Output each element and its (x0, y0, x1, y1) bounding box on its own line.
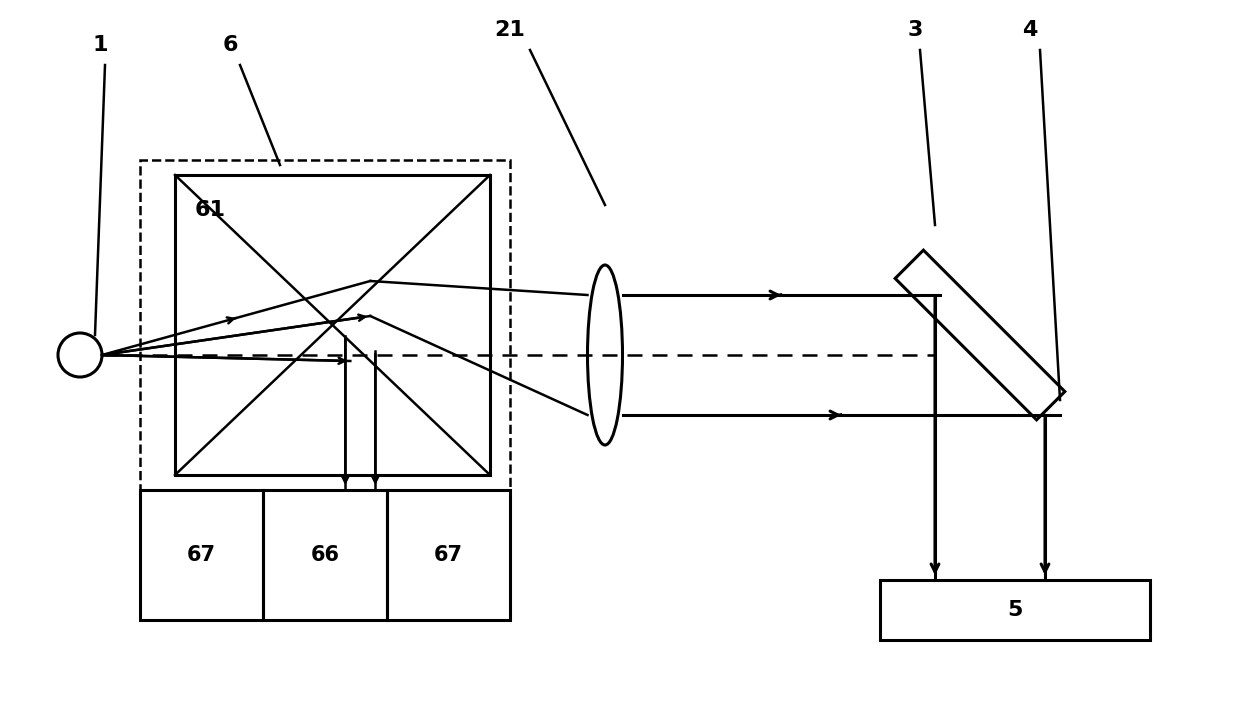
Text: 61: 61 (195, 200, 226, 220)
Bar (140, 160, 510, 620)
Bar (140, 490, 263, 620)
Bar (880, 580, 1149, 640)
Text: 1: 1 (92, 35, 108, 55)
Text: 5: 5 (1007, 600, 1023, 620)
Text: 67: 67 (187, 545, 216, 565)
Text: 67: 67 (434, 545, 463, 565)
Text: 66: 66 (310, 545, 340, 565)
Text: 21: 21 (495, 20, 526, 40)
Bar (263, 490, 387, 620)
Text: 3: 3 (908, 20, 923, 40)
Bar (387, 490, 510, 620)
Text: 4: 4 (1022, 20, 1038, 40)
Text: 6: 6 (222, 35, 238, 55)
Bar (175, 175, 490, 475)
